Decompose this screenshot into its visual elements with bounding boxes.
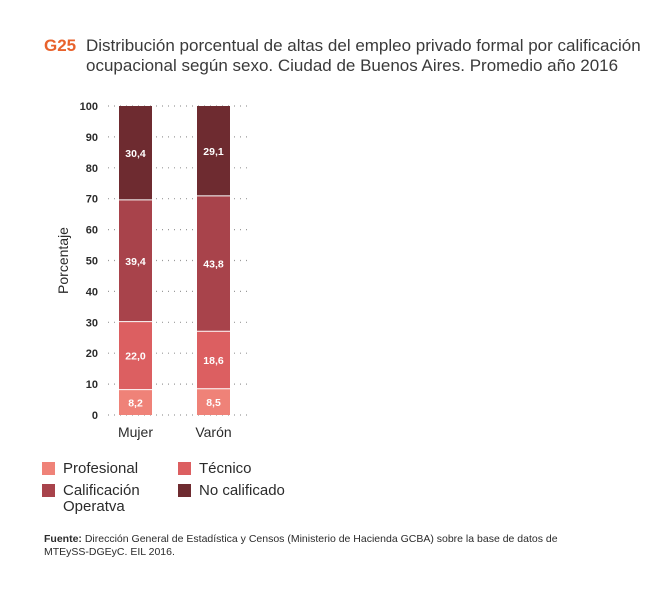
data-label-varón-calificaci-n-operatva: 43,8 xyxy=(203,259,224,271)
data-label-varón-profesional: 8,5 xyxy=(206,397,221,409)
x-tick-label-varón: Varón xyxy=(195,424,231,440)
y-tick-label-40: 40 xyxy=(86,286,98,298)
y-tick-label-50: 50 xyxy=(86,256,98,268)
y-axis-label: Porcentaje xyxy=(55,227,71,294)
data-label-mujer-t-cnico: 22,0 xyxy=(125,351,146,363)
y-tick-label-70: 70 xyxy=(86,194,98,206)
data-label-mujer-profesional: 8,2 xyxy=(128,397,143,409)
source-note: Fuente: Dirección General de Estadística… xyxy=(44,533,604,559)
data-label-mujer-no-calificado: 30,4 xyxy=(125,148,146,160)
data-label-varón-no-calificado: 29,1 xyxy=(203,146,224,158)
stacked-bar-chart: 0 10 20 30 40 50 60 70 80 90 100 Porcentaje 8,2 22,0 3… xyxy=(55,101,248,440)
legend-label-profesional: Profesional xyxy=(63,460,139,477)
data-label-varón-t-cnico: 18,6 xyxy=(203,355,224,367)
legend-label-tecnico: Técnico xyxy=(199,460,252,477)
data-label-mujer-calificaci-n-operatva: 39,4 xyxy=(125,256,146,268)
y-tick-label-20: 20 xyxy=(86,348,98,360)
x-tick-label-mujer: Mujer xyxy=(118,424,153,440)
y-tick-label-90: 90 xyxy=(86,132,98,144)
figure-code: G25 xyxy=(44,36,77,55)
legend: Profesional Técnico Calificación Operatv… xyxy=(42,461,362,517)
y-tick-label-60: 60 xyxy=(86,225,98,237)
y-tick-label-10: 10 xyxy=(86,379,98,391)
y-tick-label-0: 0 xyxy=(92,410,98,422)
bar-varón-no-calificado xyxy=(197,106,230,196)
bar-varón-calificaci-n-operatva xyxy=(197,195,230,332)
legend-swatch-tecnico xyxy=(178,462,191,475)
legend-swatch-profesional xyxy=(42,462,55,475)
y-tick-label-80: 80 xyxy=(86,163,98,175)
bar-varón-t-cnico xyxy=(197,331,230,389)
legend-swatch-no-calificado xyxy=(178,484,191,497)
bar-mujer-no-calificado xyxy=(119,106,152,200)
bar-mujer-t-cnico xyxy=(119,321,152,390)
bar-varón-profesional xyxy=(197,388,230,415)
legend-label-no-calificado: No calificado xyxy=(199,482,285,499)
bar-mujer-profesional xyxy=(119,389,152,415)
legend-swatch-calificacion-operatva xyxy=(42,484,55,497)
source-prefix: Fuente: xyxy=(44,533,82,545)
legend-label-calificacion-operatva: Calificación Operatva xyxy=(63,482,140,515)
y-tick-label-30: 30 xyxy=(86,317,98,329)
source-text: Dirección General de Estadística y Censo… xyxy=(44,533,558,558)
bar-mujer-calificaci-n-operatva xyxy=(119,199,152,322)
y-tick-label-100: 100 xyxy=(80,101,98,113)
chart-title: Distribución porcentual de altas del emp… xyxy=(86,36,641,75)
